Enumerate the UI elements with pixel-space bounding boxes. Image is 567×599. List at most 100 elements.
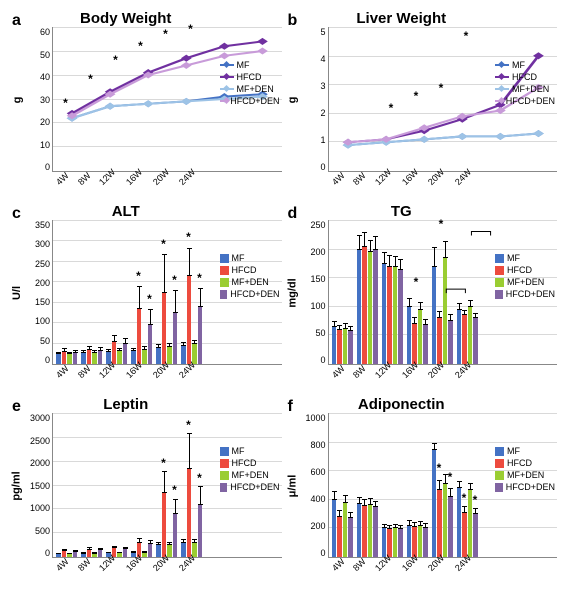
legend-item: HFCD+DEN [220, 482, 280, 492]
panel-label: f [288, 398, 293, 416]
legend-item: MF+DEN [220, 470, 280, 480]
bar [67, 554, 72, 557]
bar [432, 450, 437, 557]
legend-item: MF+DEN [495, 277, 555, 287]
significance-marker: * [138, 39, 143, 53]
legend-label: HFCD+DEN [506, 289, 555, 299]
bar [468, 307, 473, 364]
bar [98, 351, 103, 364]
significance-marker: * [389, 101, 394, 115]
legend-item: MF [495, 253, 555, 263]
legend-item: MF [220, 60, 280, 70]
bar-group [382, 264, 403, 364]
chart-title: Body Weight [0, 10, 282, 27]
bar [98, 550, 103, 557]
legend-item: HFCD+DEN [220, 289, 280, 299]
bar [462, 513, 467, 557]
bar [457, 488, 462, 557]
legend-item: HFCD [495, 458, 555, 468]
panel-a: aBody Weightg6050403020100******MFHFCDMF… [10, 10, 282, 195]
legend-label: MF [232, 446, 245, 456]
significance-marker: * [63, 96, 68, 110]
legend-swatch [495, 64, 509, 66]
bar [142, 553, 147, 557]
legend: MFHFCDMF+DENHFCD+DEN [220, 60, 280, 108]
bar [123, 549, 128, 557]
bar [418, 526, 423, 557]
bar [173, 514, 178, 557]
bar [337, 517, 342, 557]
bar [162, 293, 167, 365]
y-axis-label: g [286, 27, 300, 172]
legend-swatch [220, 483, 228, 492]
legend-item: MF+DEN [220, 277, 280, 287]
bar-group [357, 504, 378, 557]
legend-swatch [495, 471, 504, 480]
significance-marker: * [147, 292, 152, 306]
bar [198, 505, 203, 557]
bar [142, 350, 147, 364]
bar [368, 505, 373, 557]
legend: MFHFCDMF+DENHFCD+DEN [220, 446, 280, 494]
legend-label: MF+DEN [507, 470, 544, 480]
legend-label: MF+DEN [232, 470, 269, 480]
legend-label: HFCD [232, 265, 257, 275]
bar [443, 258, 448, 364]
legend-item: MF+DEN [495, 470, 555, 480]
x-axis-ticks: 4W8W12W16W20W24W [50, 365, 200, 383]
bar [362, 247, 367, 364]
legend-item: HFCD+DEN [495, 289, 555, 299]
bar [437, 318, 442, 364]
bar [437, 490, 442, 557]
bar [73, 353, 78, 364]
chart-title: Leptin [0, 396, 282, 413]
y-axis-label: μ/ml [286, 413, 300, 558]
legend-item: MF [220, 253, 280, 263]
bar-group [407, 307, 428, 364]
significance-marker: * [161, 237, 166, 251]
x-axis-ticks: 4W8W12W16W20W24W [50, 172, 200, 190]
significance-marker: * [186, 418, 191, 432]
bar [382, 264, 387, 364]
bar-group [432, 450, 453, 557]
bar [398, 529, 403, 557]
bar [357, 504, 362, 557]
bar [432, 267, 437, 364]
legend-swatch [220, 459, 229, 468]
bar-group [332, 327, 353, 364]
legend-item: HFCD [495, 265, 555, 275]
bar [117, 351, 122, 364]
legend-item: MF+DEN [495, 84, 555, 94]
significance-marker: * [172, 483, 177, 497]
bar [407, 307, 412, 364]
significance-bracket: * [439, 217, 444, 231]
y-axis-ticks: 250200150100500 [300, 220, 328, 365]
legend-item: MF [495, 446, 555, 456]
bar [156, 348, 161, 364]
legend-label: HFCD+DEN [506, 482, 555, 492]
legend-label: MF [232, 253, 245, 263]
bar [181, 346, 186, 364]
x-axis-ticks: 4W8W12W16W20W24W [326, 172, 476, 190]
legend-swatch [220, 76, 234, 78]
legend-swatch [495, 100, 503, 102]
bar [462, 315, 467, 364]
bar-group [407, 526, 428, 557]
panel-label: d [288, 205, 298, 223]
legend: MF HFCD MF+DEN HFCD+DEN [495, 446, 555, 494]
legend-item: MF [220, 446, 280, 456]
bar [393, 528, 398, 557]
significance-marker: * [197, 471, 202, 485]
bar-group [332, 500, 353, 557]
y-axis-label: U/l [10, 220, 24, 365]
bar [162, 493, 167, 557]
bar [148, 325, 153, 364]
legend-item: HFCD [495, 72, 555, 82]
legend-item: MF+DEN [220, 84, 280, 94]
bar [337, 330, 342, 364]
bar-group [432, 258, 453, 364]
significance-marker: * [439, 81, 444, 95]
significance-marker: * [464, 29, 469, 43]
legend-label: MF+DEN [512, 84, 549, 94]
y-axis-ticks: 350300250200150100500 [24, 220, 52, 365]
